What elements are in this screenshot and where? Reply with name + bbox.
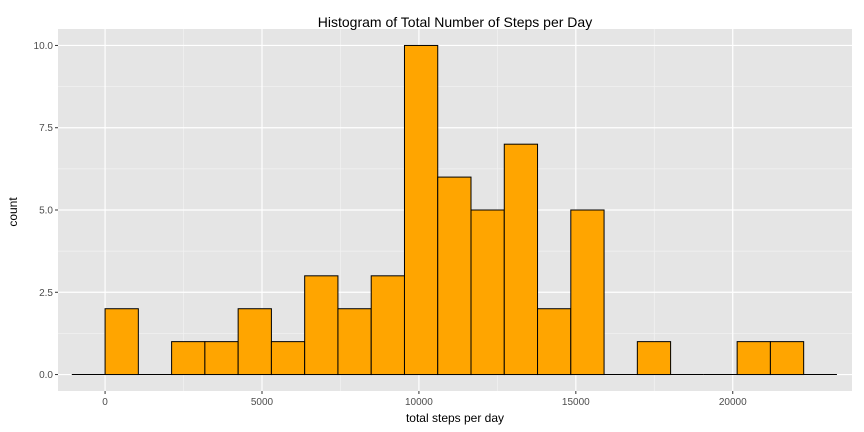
- histogram-bars: [71, 44, 837, 376]
- y-axis-ticks: 0.0 2.5 5.0 7.5 10.0: [34, 41, 58, 381]
- x-tick-label: 10000: [405, 397, 433, 408]
- y-tick-label: 0.0: [39, 370, 53, 381]
- histogram-bar: [403, 44, 439, 376]
- histogram-bar: [237, 308, 272, 376]
- histogram-bar: [171, 341, 206, 376]
- histogram-bar: [503, 143, 539, 376]
- x-axis-ticks: 0 5000 10000 15000 20000: [102, 391, 747, 408]
- histogram-bar: [470, 209, 505, 376]
- histogram-bar: [270, 341, 306, 376]
- histogram-bar: [204, 341, 239, 376]
- histogram-bar: [769, 341, 805, 376]
- histogram-bar: [304, 275, 339, 376]
- histogram-bar: [736, 341, 771, 376]
- histogram-bar: [570, 209, 605, 376]
- histogram-bar: [337, 308, 372, 376]
- y-tick-label: 7.5: [39, 123, 53, 134]
- chart-title: Histogram of Total Number of Steps per D…: [318, 14, 592, 30]
- y-axis-label: count: [6, 197, 20, 227]
- y-tick-label: 2.5: [39, 288, 53, 299]
- y-tick-label: 5.0: [39, 206, 53, 217]
- x-axis-label: total steps per day: [406, 411, 504, 425]
- x-tick-label: 15000: [562, 397, 590, 408]
- histogram-bar: [437, 176, 472, 376]
- x-tick-label: 0: [102, 397, 108, 408]
- x-tick-label: 20000: [719, 397, 747, 408]
- histogram-bar: [370, 275, 405, 376]
- y-tick-label: 10.0: [34, 41, 54, 52]
- x-tick-label: 5000: [251, 397, 274, 408]
- histogram-bar: [104, 308, 139, 376]
- histogram-bar: [537, 308, 572, 376]
- histogram-bar: [636, 341, 672, 376]
